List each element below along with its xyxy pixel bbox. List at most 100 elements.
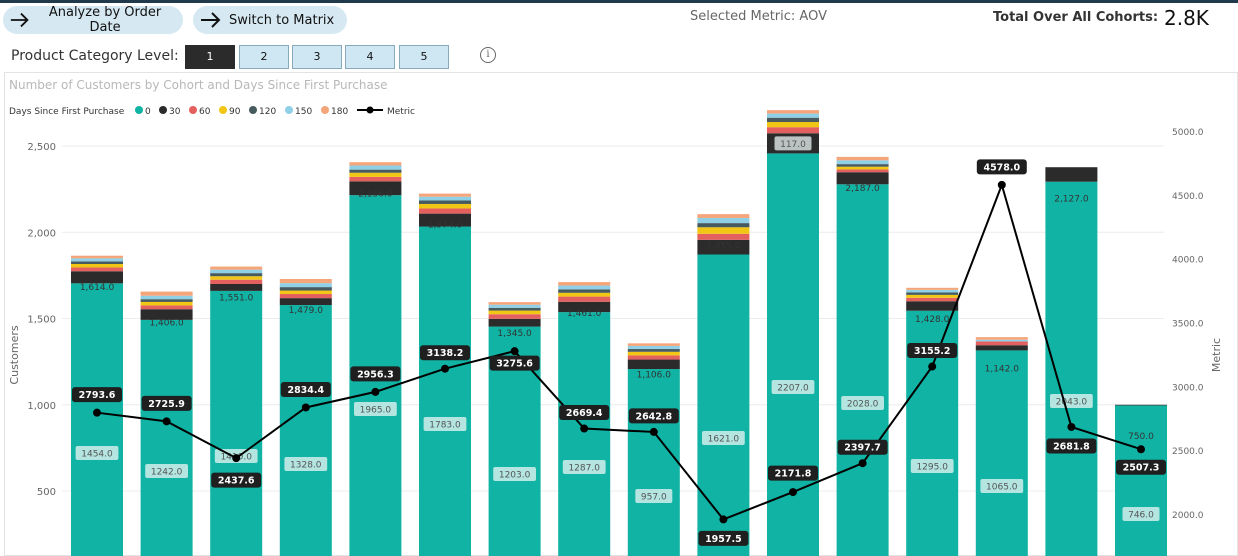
bar-segment-60 [767,127,819,134]
legend-marker-metric [366,106,374,114]
bar-segment-150 [488,304,541,308]
bar-total-label: 1,974.0 [428,221,463,231]
bar-segment-150 [279,283,332,288]
y-tick-label: 1,500 [27,315,56,326]
segment-label: 1621.0 [708,435,740,445]
chart-title: Number of Customers by Cohort and Days S… [9,78,387,92]
metric-point [789,488,797,497]
bar-segment-150 [627,345,680,350]
metric-point [997,180,1006,189]
legend-label-150: 150 [295,107,312,117]
bar-segment-90 [697,227,750,234]
bar-segment-180 [71,255,123,259]
bar-segment-30 [210,284,263,291]
bar-segment-60 [697,233,750,240]
metric-point [858,459,867,468]
bar-segment-90 [836,166,889,170]
bar-segment-30 [697,239,750,255]
bar-segment-30 [906,301,959,311]
level-2-button[interactable]: 2 [239,45,289,69]
bar-segment-0 [71,283,123,556]
metric-label: 2793.6 [79,390,116,401]
y-axis-label: Customers [8,325,21,384]
bar-segment-150 [140,295,193,300]
bar-segment-180 [836,156,889,161]
segment-label-box [910,459,954,473]
analyze-by-order-date-button[interactable]: Analyze by Order Date [3,5,183,35]
level-3-button[interactable]: 3 [292,45,342,69]
metric-label: 2642.8 [635,411,672,422]
bar-segment-90 [71,263,123,268]
metric-label-box [72,387,122,403]
bar-segment-0 [697,254,750,556]
legend-marker-150 [285,106,293,114]
metric-point [649,427,658,436]
bar-segment-150 [419,196,471,201]
metric-point [371,387,380,396]
metric-label: 1957.5 [705,534,742,545]
info-icon[interactable]: i [480,47,496,63]
metric-label: 2834.4 [287,385,324,396]
switch-to-matrix-button[interactable]: Switch to Matrix [193,6,347,34]
bar-segment-60 [906,297,959,302]
segment-label-box [562,460,606,474]
y2-tick-label: 3500.0 [1172,320,1204,330]
arrow-right-icon [201,12,221,28]
level-4-button[interactable]: 4 [345,45,395,69]
bar-segment-120 [558,289,611,293]
level-5-button[interactable]: 5 [399,45,449,69]
total-value: 2.8K [1164,6,1209,30]
segment-label: 117.0 [780,140,806,150]
segment-label: 1454.0 [81,450,113,460]
bar-segment-30 [488,318,541,327]
bar-segment-180 [697,214,750,218]
bar-total-label: 1,551.0 [219,294,254,304]
top-accent-line [0,0,1238,3]
bar-segment-30 [279,298,332,306]
arrow-right-icon [10,12,29,28]
bar-segment-90 [906,294,959,298]
y2-axis-label: Metric [1210,338,1223,372]
bars: 1,614.0 1,406.0 1,551.0 1,479.0 2,156.0 1,974… [71,110,1167,556]
bar-segment-120 [906,292,959,295]
bar-total-label: 1,106.0 [637,370,672,380]
segment-label: 1065.0 [986,483,1018,493]
bar-segment-180 [906,287,959,290]
segment-label: 2043.0 [1056,398,1088,408]
segment-label-box [635,489,673,503]
segment-label-box [145,464,188,478]
segment-label: 1295.0 [916,463,948,473]
bar-segment-30 [975,345,1028,351]
legend-marker-30 [159,106,167,114]
metric-label-box [559,405,610,421]
legend-label-90: 90 [229,107,241,117]
bar-total-label: 2,127.0 [1054,194,1089,204]
metric-label: 2681.8 [1053,441,1090,452]
segment-label-box [771,380,815,394]
legend-marker-90 [219,106,227,114]
bar-segment-150 [349,165,402,170]
bar-segment-150 [697,217,750,224]
metric-label-box [420,345,470,361]
metric-label-box [628,408,679,424]
bar-segment-60 [558,296,611,302]
bar-segment-90 [140,301,193,306]
metric-label-box [698,530,749,546]
bar-segment-60 [210,279,263,284]
legend-title: Days Since First Purchase [9,107,125,117]
bar-segment-90 [419,203,471,209]
segment-label: 957.0 [641,493,667,503]
bar-segment-60 [349,176,402,182]
bar-segment-180 [210,266,263,270]
segment-label: 746.0 [1128,511,1154,521]
bar-total-label: 1,428.0 [915,315,950,325]
level-1-button[interactable]: 1 [185,45,235,69]
y2-tick-label: 3000.0 [1172,383,1204,393]
bar-segment-60 [140,305,193,310]
bar-segment-0 [1045,181,1098,556]
metric-label-box [907,343,958,359]
bar-total-label: 2,156.0 [358,189,393,199]
bar-segment-180 [627,343,680,346]
legend: 0 30 60 90 120 150 180 Metric [135,106,415,117]
